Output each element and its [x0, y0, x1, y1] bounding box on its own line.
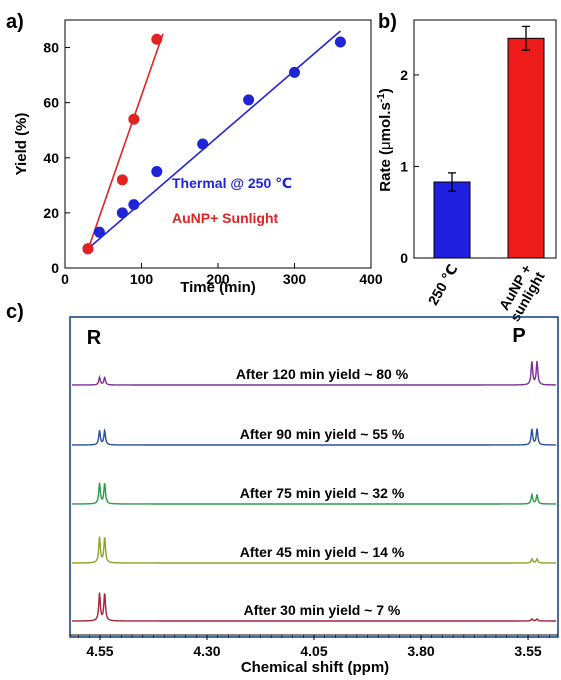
- panel-a-scatter-chart: 0 100 200 300 400 0 20 40 60 80 Time (min) Yield …: [13, 19, 383, 296]
- nmr-trace-2: [72, 482, 556, 505]
- panel-b-bars: [433, 25, 545, 259]
- data-point-series-0: [289, 66, 300, 78]
- fit-line-series-0: [87, 30, 341, 250]
- panel-c-frame: [69, 316, 559, 638]
- panel-b-bar-chart: 250 ℃ AuNP +sunlight 0 1 2 Rate (μmol.s-1): [376, 19, 557, 324]
- data-point-series-0: [128, 199, 140, 211]
- x-tick-label: 200: [206, 271, 230, 287]
- spectrum-label: After 30 min yield ~ 7 %: [244, 602, 401, 618]
- panel-b-plot-frame: [413, 19, 557, 259]
- panel-b-y-axis-label: Rate (μmol.s-1): [376, 88, 394, 191]
- y-tick-label: 1: [400, 158, 408, 174]
- y-tick-label: 2: [400, 67, 408, 83]
- data-point-series-0: [151, 166, 163, 178]
- y-tick-label: 20: [43, 205, 59, 221]
- nmr-trace-0: [72, 360, 557, 386]
- x-tick-label: 100: [130, 271, 154, 287]
- data-point-series-0: [334, 36, 346, 48]
- x-tick-label: 3.55: [514, 643, 541, 659]
- category-label: AuNP +sunlight: [494, 261, 548, 324]
- panel-b-label: b): [378, 11, 397, 33]
- data-point-series-0: [197, 138, 209, 150]
- data-point-series-0: [116, 207, 128, 219]
- spectrum-label: After 75 min yield ~ 32 %: [240, 485, 405, 501]
- spectrum-label: After 120 min yield ~ 80 %: [236, 366, 409, 382]
- bar-0: [433, 181, 471, 259]
- data-point-series-0: [93, 226, 105, 238]
- peak-label-r: R: [87, 327, 102, 349]
- nmr-trace-3: [72, 536, 556, 564]
- panel-a-fit-lines: [85, 30, 341, 255]
- panel-c-spectrum-labels: After 120 min yield ~ 80 % After 90 min y…: [236, 366, 409, 618]
- peak-label-p: P: [512, 325, 525, 347]
- y-tick-label: 60: [43, 95, 59, 111]
- x-tick-label: 4.30: [193, 643, 220, 659]
- x-tick-label: 0: [61, 271, 69, 287]
- spectrum-label: After 90 min yield ~ 55 %: [240, 426, 405, 442]
- panel-c-spectra-traces: [72, 360, 557, 622]
- panel-c-label: c): [6, 301, 24, 323]
- panel-a-plot-frame: [64, 19, 372, 269]
- panel-c-x-axis-label: Chemical shift (ppm): [241, 659, 389, 676]
- x-tick-label: 400: [359, 271, 383, 287]
- spectrum-label: After 45 min yield ~ 14 %: [240, 544, 405, 560]
- data-point-series-1: [116, 174, 128, 186]
- panel-a-points: [82, 33, 346, 255]
- y-tick-label: 80: [43, 40, 59, 56]
- data-point-series-1: [128, 113, 140, 125]
- y-tick-label: 40: [43, 150, 59, 166]
- data-point-series-0: [243, 94, 255, 106]
- nmr-trace-1: [72, 427, 557, 446]
- bar-1: [507, 37, 545, 259]
- panel-a-y-axis-label: Yield (%): [13, 113, 30, 176]
- panel-a-ticks: 0 100 200 300 400 0 20 40 60 80: [43, 40, 382, 287]
- panel-a-x-axis-label: Time (min): [180, 279, 256, 296]
- x-tick-label: 3.80: [407, 643, 434, 659]
- category-label: 250 ℃: [425, 261, 461, 307]
- y-tick-label: 0: [400, 250, 408, 266]
- fit-line-series-1: [85, 33, 164, 255]
- panel-c-nmr-spectra: After 120 min yield ~ 80 % After 90 min y…: [69, 316, 559, 676]
- legend-thermal: Thermal @ 250 ℃: [172, 175, 292, 191]
- legend-aunp-sunlight: AuNP+ Sunlight: [172, 210, 279, 226]
- x-tick-label: 300: [283, 271, 307, 287]
- data-point-series-1: [82, 243, 94, 255]
- x-tick-label: 4.05: [300, 643, 327, 659]
- x-tick-label: 4.55: [86, 643, 113, 659]
- data-point-series-1: [151, 33, 163, 45]
- y-tick-label: 0: [51, 260, 59, 276]
- panel-c-ticks: 4.55 4.30 4.05 3.80 3.55: [78, 635, 550, 659]
- nmr-trace-4: [72, 592, 556, 622]
- panel-a-label: a): [6, 11, 24, 33]
